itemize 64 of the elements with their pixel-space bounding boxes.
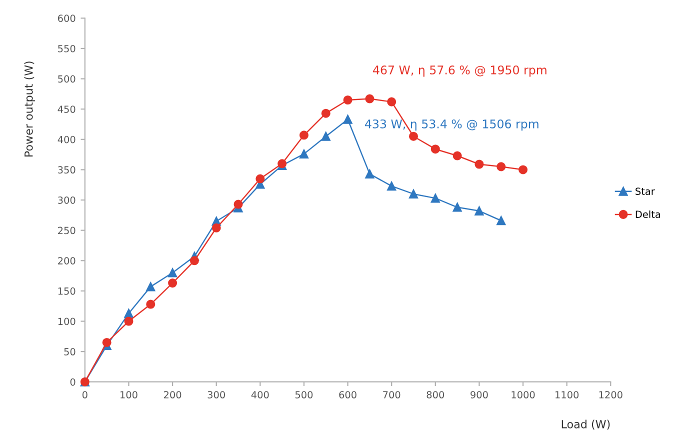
legend-label: Delta [636, 210, 660, 218]
x-tick-label: 200 [164, 391, 182, 398]
point [124, 316, 134, 326]
point [190, 256, 199, 266]
point [452, 202, 462, 212]
point [146, 300, 156, 309]
point [212, 223, 221, 232]
y-tick-label: 600 [58, 14, 76, 22]
point [234, 200, 243, 209]
y-tick-label: 50 [64, 348, 76, 356]
y-tick-label: 0 [70, 378, 76, 386]
y-axis-title: Power output (W) [24, 62, 35, 156]
point [299, 149, 308, 158]
x-tick-label: 400 [251, 391, 269, 398]
y-tick-label: 100 [58, 318, 76, 326]
point [321, 108, 330, 118]
point [256, 174, 265, 184]
point [387, 97, 396, 106]
legend-label: Star [636, 188, 655, 195]
y-tick-label: 350 [58, 166, 76, 174]
y-tick-label: 250 [58, 226, 76, 234]
point [365, 169, 374, 178]
point [168, 268, 178, 278]
point [102, 338, 112, 347]
x-tick-label: 300 [208, 391, 225, 398]
x-tick-label: 0 [82, 391, 88, 398]
point [408, 132, 418, 141]
y-tick-label: 450 [58, 106, 76, 113]
point [168, 278, 178, 288]
x-tick-label: 500 [295, 391, 313, 398]
point [321, 132, 330, 141]
x-tick-label: 600 [339, 391, 356, 398]
x-tick-label: 100 [120, 391, 138, 398]
y-tick-label: 400 [58, 136, 76, 144]
y-tick-label: 150 [58, 287, 76, 295]
y-tick-label: 500 [58, 75, 76, 83]
y-tick-label: 300 [58, 196, 76, 204]
annotation: 467 W, η 57.6 % @ 1950 rpm [373, 66, 546, 77]
x-tick-label: 1000 [512, 391, 535, 398]
y-tick-label: 200 [58, 257, 76, 264]
point [146, 282, 156, 292]
point [124, 308, 134, 318]
point [496, 162, 506, 172]
point [343, 114, 352, 124]
point [430, 194, 440, 203]
x-tick-label: 1200 [599, 391, 622, 398]
point [474, 206, 484, 216]
point [430, 144, 440, 154]
point [387, 182, 396, 191]
x-axis-title: Load (W) [562, 420, 610, 430]
annotation: 433 W, η 53.4 % @ 1506 rpm [365, 119, 538, 131]
x-tick-label: 800 [426, 391, 444, 398]
point [452, 151, 462, 160]
point [365, 94, 374, 104]
point [474, 160, 484, 169]
point [518, 165, 528, 174]
point [408, 189, 418, 198]
x-tick-label: 900 [470, 391, 488, 398]
point [343, 95, 352, 105]
point [299, 130, 308, 140]
point [496, 216, 506, 226]
x-tick-label: 700 [383, 391, 400, 398]
x-tick-label: 1100 [556, 391, 579, 398]
y-tick-label: 550 [58, 44, 76, 52]
